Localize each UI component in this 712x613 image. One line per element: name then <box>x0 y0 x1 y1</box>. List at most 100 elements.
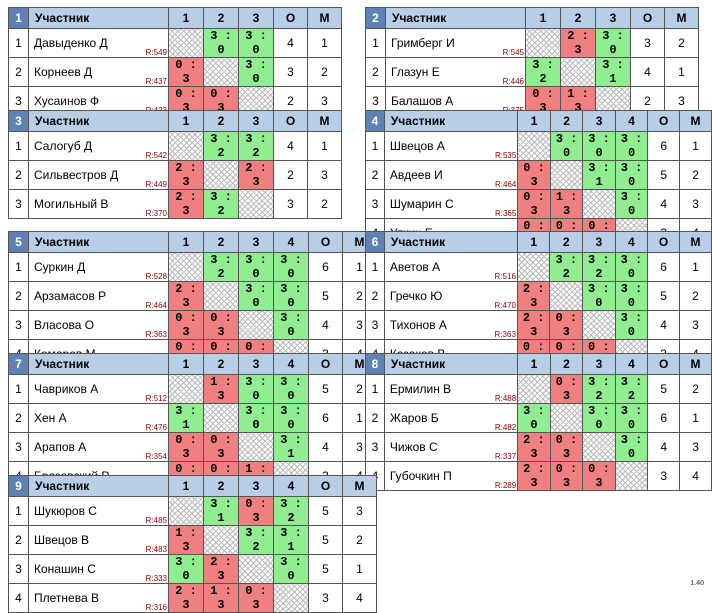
match-score: 3 : 0 <box>238 374 274 404</box>
wins-value: 3 <box>273 189 308 219</box>
match-score: 3 : 0 <box>273 310 309 340</box>
player-rating: R:485 <box>145 516 167 525</box>
self-match-cell <box>525 28 561 58</box>
player-name: Аветов А R:516 <box>383 252 518 282</box>
match-score: 3 : 0 <box>614 281 649 311</box>
match-score: 3 : 2 <box>525 57 561 87</box>
match-score: 3 : 0 <box>238 28 274 58</box>
player-rating: R:449 <box>145 180 167 189</box>
player-rating: R:446 <box>502 77 524 86</box>
player-name-text: Гримберг И <box>391 36 455 50</box>
match-score: 3 : 0 <box>582 281 616 311</box>
player-rating: R:516 <box>494 272 516 281</box>
match-score: 3 : 0 <box>614 432 649 462</box>
player-index: 1 <box>8 374 29 404</box>
wins-value: 3 <box>308 583 343 613</box>
player-rating: R:470 <box>494 301 516 310</box>
self-match-cell <box>168 252 204 282</box>
group-number: 8 <box>365 353 385 375</box>
opponent-column-header: 4 <box>273 353 309 375</box>
match-score: 1 : 3 <box>203 374 239 404</box>
player-index: 3 <box>365 189 385 219</box>
match-score: 2 : 3 <box>517 461 551 491</box>
self-match-cell <box>203 160 239 190</box>
player-name: Тихонов А R:363 <box>383 310 518 340</box>
participant-header: Участник <box>385 7 526 29</box>
opponent-column-header: 3 <box>238 231 274 253</box>
match-score: 3 : 0 <box>517 403 551 433</box>
group-number: 3 <box>8 110 29 132</box>
participant-header: Участник <box>28 231 169 253</box>
player-name-text: Жаров Б <box>389 411 439 425</box>
match-score: 0 : 3 <box>549 461 584 491</box>
group-header-row: 2 Участник 1 2 3 О М <box>365 7 699 29</box>
match-score: 0 : 3 <box>517 160 551 190</box>
wins-header: О <box>273 7 308 29</box>
place-value: 4 <box>679 461 712 491</box>
group-header-row: 4 Участник 1 2 3 4 О М <box>365 110 712 132</box>
player-index: 4 <box>8 583 29 613</box>
match-score: 3 : 0 <box>614 403 649 433</box>
match-score: 3 : 0 <box>273 403 309 433</box>
wins-value: 4 <box>647 432 681 462</box>
wins-value: 6 <box>647 252 680 282</box>
self-match-cell <box>560 57 596 87</box>
player-index: 3 <box>365 310 385 340</box>
wins-value: 4 <box>630 57 665 87</box>
match-score: 2 : 3 <box>516 281 551 311</box>
wins-value: 5 <box>308 496 343 526</box>
player-name: Могильный В R:370 <box>28 189 169 219</box>
opponent-column-header: 4 <box>614 231 649 253</box>
player-index: 1 <box>8 131 29 161</box>
opponent-column-header: 3 <box>238 110 274 132</box>
opponent-column-header: 4 <box>273 231 309 253</box>
wins-header: О <box>308 353 343 375</box>
match-score: 3 : 2 <box>238 131 274 161</box>
self-match-cell <box>238 432 274 462</box>
group-header-row: 8 Участник 1 2 3 4 О М <box>365 353 712 375</box>
opponent-column-header: 3 <box>238 7 274 29</box>
place-value: 2 <box>679 160 712 190</box>
match-score: 0 : 3 <box>582 461 616 491</box>
match-score: 3 : 0 <box>238 252 274 282</box>
player-rating: R:483 <box>145 545 167 554</box>
self-match-cell <box>549 403 584 433</box>
player-name: Глазун Е R:446 <box>385 57 526 87</box>
player-name: Швецов В R:483 <box>28 525 169 555</box>
wins-header: О <box>273 110 308 132</box>
self-match-cell <box>238 554 274 584</box>
match-score: 3 : 0 <box>168 554 204 584</box>
opponent-column-header: 4 <box>614 353 649 375</box>
player-name-text: Губочкин П <box>389 469 452 483</box>
player-rating: R:464 <box>145 301 167 310</box>
player-name-text: Хен А <box>34 411 67 425</box>
player-name: Шукюров С R:485 <box>28 496 169 526</box>
place-value: 4 <box>342 583 377 613</box>
player-name-text: Швецов В <box>34 533 90 547</box>
self-match-cell <box>168 374 204 404</box>
player-rating: R:488 <box>494 394 517 403</box>
place-value: 2 <box>342 525 377 555</box>
group-number: 9 <box>8 475 29 497</box>
player-name-text: Глазун Е <box>391 65 440 79</box>
match-score: 2 : 3 <box>517 432 551 462</box>
match-score: 3 : 0 <box>595 28 631 58</box>
wins-value: 2 <box>273 160 308 190</box>
self-match-cell <box>517 374 551 404</box>
opponent-column-header: 1 <box>168 110 204 132</box>
group-header-row: 6 Участник 1 2 3 4 О М <box>365 231 712 253</box>
place-value: 1 <box>307 131 342 161</box>
participant-header: Участник <box>28 7 169 29</box>
